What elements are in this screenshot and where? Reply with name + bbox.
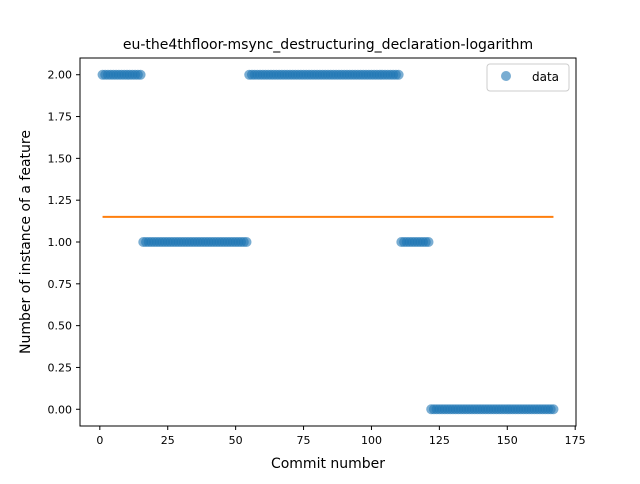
data-point (548, 404, 559, 415)
data-point (135, 69, 146, 80)
x-tick-label: 25 (161, 434, 175, 447)
legend-label: data (532, 70, 559, 84)
x-tick-label: 125 (429, 434, 450, 447)
x-axis-label: Commit number (271, 456, 385, 472)
x-tick-label: 0 (96, 434, 103, 447)
x-tick-label: 150 (497, 434, 518, 447)
x-tick-label: 50 (229, 434, 243, 447)
y-tick-label: 1.00 (48, 236, 73, 249)
x-tick-label: 100 (361, 434, 382, 447)
y-tick-label: 1.75 (48, 111, 73, 124)
chart-title: eu-the4thfloor-msync_destructuring_decla… (123, 37, 533, 53)
data-point (241, 237, 252, 247)
x-axis-ticks: 0 25 50 75 100 125 150 175 (96, 426, 586, 447)
y-axis-label: Number of instance of a feature (18, 130, 34, 354)
data-point (423, 237, 434, 247)
legend: data (486, 63, 570, 92)
y-axis-ticks: 0.00 0.25 0.50 0.75 1.00 1.25 1.50 1.75 2.00 (48, 69, 80, 416)
data-points (97, 69, 559, 415)
data-point (393, 69, 404, 80)
x-tick-label: 75 (297, 434, 311, 447)
y-tick-label: 0.25 (48, 361, 73, 374)
y-tick-label: 0.00 (48, 403, 73, 416)
y-tick-label: 0.50 (48, 320, 73, 333)
y-tick-label: 2.00 (48, 69, 73, 82)
legend-frame (486, 63, 570, 92)
y-tick-label: 1.50 (48, 152, 73, 165)
y-tick-label: 0.75 (48, 278, 73, 291)
x-tick-label: 175 (565, 434, 586, 447)
legend-marker (501, 71, 511, 81)
y-tick-label: 1.25 (48, 194, 73, 207)
